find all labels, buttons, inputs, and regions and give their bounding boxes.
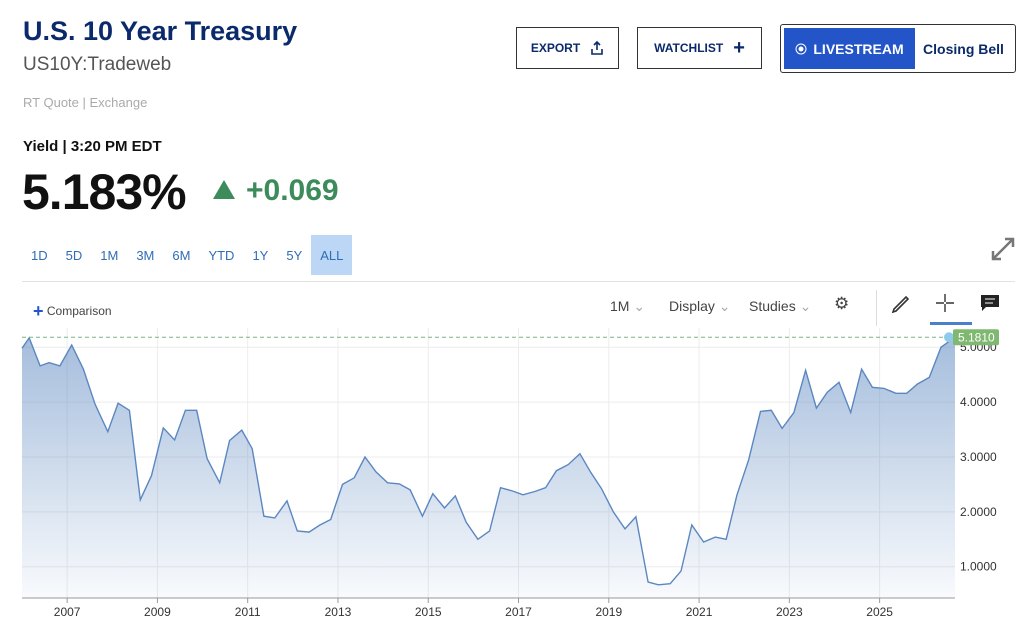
line <box>21 336 956 586</box>
range-button[interactable]: ALL <box>311 235 353 275</box>
display-label: Display <box>669 298 715 314</box>
livestream-button[interactable]: LIVESTREAM <box>784 28 915 69</box>
y-tick-label: 2.0000 <box>960 505 997 519</box>
interval-label: 1M <box>610 298 630 314</box>
last-value-badge <box>953 329 999 346</box>
draw-icon[interactable] <box>890 293 912 315</box>
up-arrow <box>213 180 235 199</box>
display-menu[interactable]: Display ⌄ <box>669 298 731 314</box>
title: U.S. 10 Year Treasury <box>23 16 298 46</box>
price: 5.183% <box>22 164 187 220</box>
area <box>22 337 955 598</box>
plus-icon: + <box>733 36 745 59</box>
range-button[interactable]: YTD <box>208 247 235 263</box>
x-tick-label: 2013 <box>325 605 352 619</box>
active-tool <box>930 322 972 325</box>
y-tick-label: 1.0000 <box>960 560 997 574</box>
show-name[interactable]: Closing Bell <box>923 40 1004 57</box>
quote-label: Yield | 3:20 PM EDT <box>23 138 162 155</box>
divider <box>22 281 1015 282</box>
comment-icon[interactable] <box>980 294 1000 312</box>
range-selector: 1D 5D 1M 3M 6M YTD 1Y 5Y ALL <box>22 235 353 275</box>
watchlist-label: WATCHLIST <box>654 41 724 55</box>
x-tick-label: 2017 <box>505 605 532 619</box>
change: +0.069 <box>246 174 339 207</box>
x-tick-label: 2007 <box>54 605 81 619</box>
livestream-label: LIVESTREAM <box>813 40 904 57</box>
x-tick-label: 2011 <box>235 605 261 619</box>
crosshair-icon[interactable] <box>934 292 956 314</box>
x-tick-label: 2025 <box>866 605 893 619</box>
live-widget: LIVESTREAM Closing Bell <box>780 24 1016 73</box>
range-button[interactable]: 1D <box>31 247 48 263</box>
symbol: US10Y:Tradeweb <box>23 54 172 75</box>
last-value-label: 5.1810 <box>958 330 995 344</box>
range-button[interactable]: 3M <box>136 247 155 263</box>
comparison-label: Comparison <box>46 304 112 318</box>
x-tick-label: 2019 <box>595 605 622 619</box>
y-tick-label: 3.0000 <box>960 450 997 464</box>
x-tick-label: 2021 <box>686 605 713 619</box>
expand-icon[interactable] <box>990 236 1016 262</box>
export-button[interactable]: EXPORT <box>516 27 619 69</box>
x-tick-label: 2009 <box>144 605 171 619</box>
export-icon <box>591 41 603 55</box>
range-button[interactable]: 1M <box>100 247 119 263</box>
last-point <box>944 332 954 343</box>
x-tick-label: 2015 <box>415 605 442 619</box>
divider <box>876 290 877 326</box>
range-button[interactable]: 1Y <box>252 247 269 263</box>
studies-menu[interactable]: Studies ⌄ <box>749 298 812 314</box>
settings-icon[interactable]: ⚙ <box>834 294 850 313</box>
comparison-button[interactable]: + Comparison <box>33 301 112 321</box>
live-icon <box>795 43 807 54</box>
range-button[interactable]: 5Y <box>286 247 303 263</box>
quote-source: RT Quote | Exchange <box>23 95 148 110</box>
range-button[interactable]: 5D <box>65 247 83 263</box>
watchlist-button[interactable]: WATCHLIST + <box>637 27 762 69</box>
export-label: EXPORT <box>530 41 581 55</box>
y-tick-label: 4.0000 <box>960 395 997 409</box>
interval-menu[interactable]: 1M ⌄ <box>610 298 646 314</box>
x-tick-label: 2023 <box>776 605 803 619</box>
studies-label: Studies <box>749 298 796 314</box>
range-button[interactable]: 6M <box>172 247 191 263</box>
